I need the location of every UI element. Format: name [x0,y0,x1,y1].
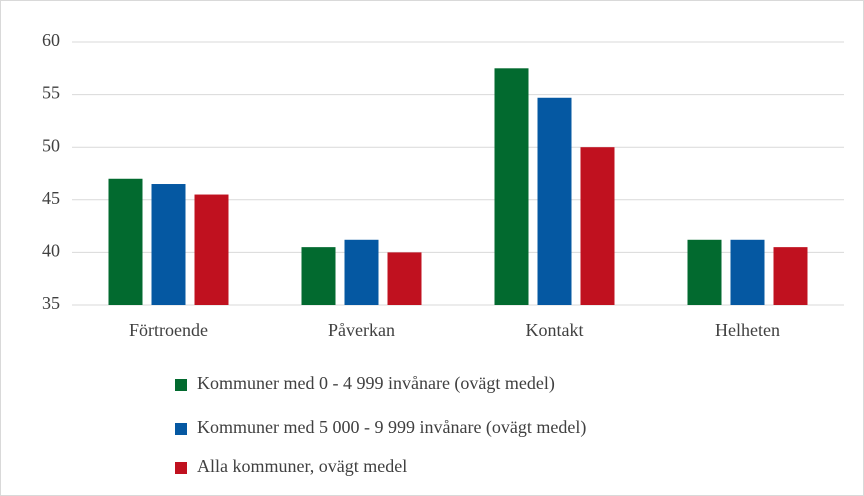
y-tick-label: 35 [42,293,60,313]
legend-label: Kommuner med 5 000 - 9 999 invånare (ovä… [197,417,586,438]
bar [301,247,336,305]
y-tick-label: 45 [42,188,60,208]
x-tick-label: Kontakt [526,320,584,340]
bar [344,239,379,305]
y-tick-label: 50 [42,135,60,155]
x-tick-label: Förtroende [129,320,208,340]
y-tick-label: 60 [42,30,60,50]
y-tick-label: 55 [42,83,60,103]
bar [580,147,615,305]
bar [730,239,765,305]
bar [773,247,808,305]
bar [151,184,186,305]
legend-swatch [175,462,187,474]
bar [194,194,229,305]
legend-swatch [175,423,187,435]
bar [108,178,143,305]
x-tick-label: Påverkan [328,320,395,340]
bar [387,252,422,305]
y-tick-label: 40 [42,241,60,261]
bar [687,239,722,305]
x-tick-label: Helheten [715,320,780,340]
legend-label: Alla kommuner, ovägt medel [197,456,407,476]
legend-swatch [175,379,187,391]
bar [537,97,572,305]
bar [494,68,529,305]
legend-label: Kommuner med 0 - 4 999 invånare (ovägt m… [197,373,555,394]
